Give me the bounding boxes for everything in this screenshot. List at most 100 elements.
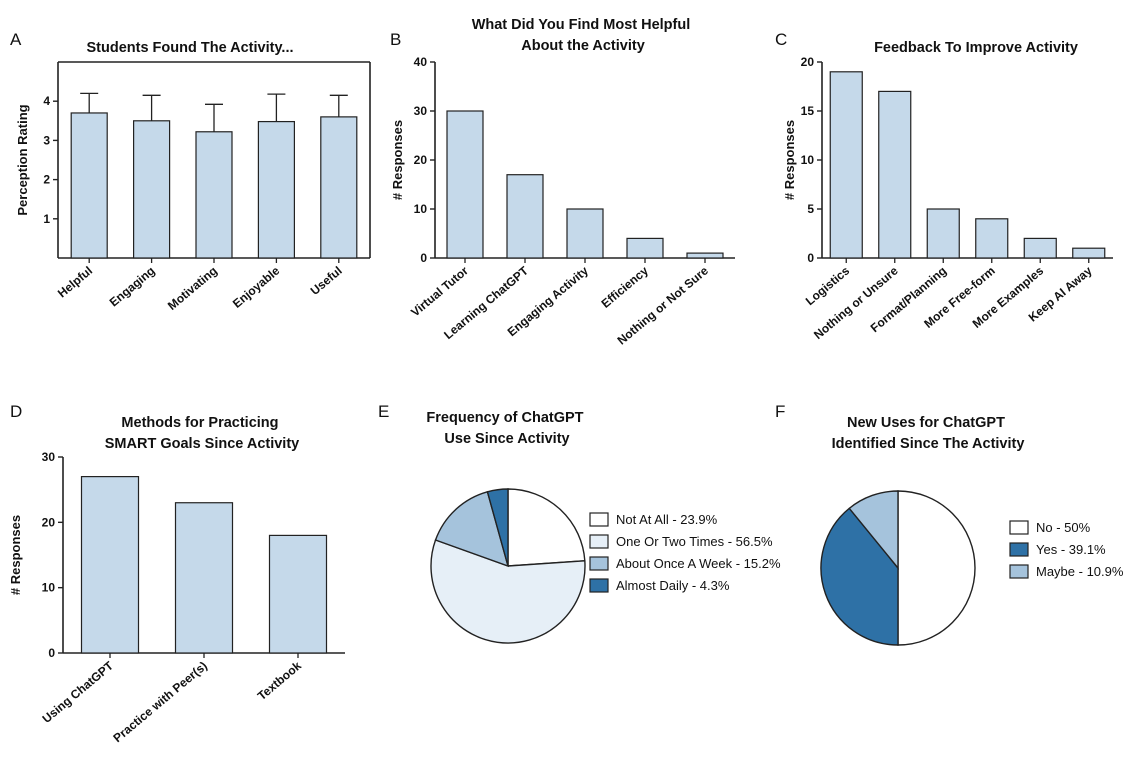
panel-b: B What Did You Find Most Helpful About t… (390, 17, 735, 348)
panel-f-legend-label: Yes - 39.1% (1036, 542, 1106, 557)
panel-a-category-label: Useful (308, 264, 345, 298)
panel-letter-e: E (378, 402, 389, 421)
panel-e-legend: Not At All - 23.9% One Or Two Times - 56.… (589, 512, 781, 593)
panel-d-title-line1: Methods for Practicing (121, 415, 278, 431)
panel-c: C Feedback To Improve Activity # Respons… (775, 30, 1113, 342)
panel-a-y-tick-label: 4 (43, 94, 50, 108)
panel-a-ylabel: Perception Rating (15, 104, 30, 215)
panel-f-pie (820, 490, 976, 646)
panel-c-bar (878, 90, 912, 259)
panel-c-bar (975, 218, 1009, 259)
panel-a-category-label: Motivating (165, 264, 220, 313)
panel-a-bar (320, 116, 358, 259)
panel-d-ylabel: # Responses (8, 515, 23, 595)
panel-c-ylabel: # Responses (782, 120, 797, 200)
panel-letter-d: D (10, 402, 22, 421)
panel-e-pie (430, 488, 586, 644)
panel-letter-b: B (390, 30, 401, 49)
panel-c-y-tick-label: 5 (807, 202, 814, 216)
panel-b-y-tick-label: 30 (414, 104, 428, 118)
panel-e-legend-label: About Once A Week - 15.2% (616, 556, 781, 571)
panel-f-legend-swatch (1009, 542, 1029, 557)
panel-d: D Methods for Practicing SMART Goals Sin… (8, 402, 345, 745)
panel-d-bar (80, 476, 140, 654)
panel-a-y-tick-label: 2 (43, 173, 50, 187)
panel-a-bar (70, 112, 108, 259)
panel-a-y-tick-label: 3 (43, 133, 50, 147)
panel-d-category-label: Textbook (255, 658, 304, 703)
panel-f-legend-label: Maybe - 10.9% (1036, 564, 1124, 579)
panel-b-category-label: Virtual Tutor (408, 263, 471, 319)
panel-d-y-tick-label: 30 (42, 450, 56, 464)
panel-letter-c: C (775, 30, 787, 49)
panel-a-bar (257, 120, 295, 259)
panel-b-bar (446, 110, 484, 259)
panel-b-y-tick-label: 10 (414, 202, 428, 216)
panel-e-pie-slice (486, 488, 509, 567)
panel-b-bar (566, 208, 604, 259)
panel-e-legend-label: Almost Daily - 4.3% (616, 578, 730, 593)
panel-a-bar (195, 131, 233, 259)
panel-c-bar (1023, 237, 1057, 259)
panel-d-title: Methods for Practicing SMART Goals Since… (105, 415, 299, 452)
panel-d-y-tick-label: 10 (42, 581, 56, 595)
panel-e-legend-swatch (589, 578, 609, 593)
panel-e-pie-slice (430, 539, 586, 644)
panel-letter-a: A (10, 30, 22, 49)
panel-a-category-label: Helpful (55, 264, 95, 301)
panel-b-category-label: Efficiency (598, 263, 651, 310)
panel-a-bar (133, 120, 171, 259)
panel-b-bar (686, 252, 724, 259)
panel-e-legend-label: Not At All - 23.9% (616, 512, 718, 527)
panel-c-y-tick-label: 10 (801, 153, 815, 167)
panel-f-legend-swatch (1009, 564, 1029, 579)
panel-f-legend-label: No - 50% (1036, 520, 1091, 535)
panel-f-pie-slice (820, 507, 899, 646)
panel-f-legend-swatch (1009, 520, 1029, 535)
panel-b-y-tick-label: 0 (420, 251, 427, 265)
panel-letter-f: F (775, 402, 785, 421)
panel-c-category-label: Nothing or Unsure (811, 263, 901, 342)
panel-e-title-line1: Frequency of ChatGPT (426, 410, 583, 426)
panel-a-y-tick-label: 1 (43, 212, 50, 226)
panel-f-legend: No - 50% Yes - 39.1% Maybe - 10.9% (1009, 520, 1124, 579)
panel-d-category-label: Using ChatGPT (40, 658, 117, 726)
panel-b-bar (506, 174, 544, 259)
panel-c-y-tick-label: 15 (801, 104, 815, 118)
panel-e-legend-label: One Or Two Times - 56.5% (616, 534, 773, 549)
panel-f-title: New Uses for ChatGPT Identified Since Th… (832, 415, 1025, 452)
panel-e-title-line2: Use Since Activity (444, 431, 569, 447)
panel-b-ylabel: # Responses (390, 120, 405, 200)
panel-e-pie-slice (507, 488, 586, 567)
panel-e-pie-slice (434, 490, 510, 568)
panel-f: F New Uses for ChatGPT Identified Since … (775, 402, 1124, 646)
panel-c-bar (829, 71, 863, 259)
panel-e-legend-swatch (589, 556, 609, 571)
panel-f-title-line1: New Uses for ChatGPT (847, 415, 1005, 431)
panel-a-category-label: Enjoyable (230, 263, 283, 310)
panel-f-pie-slice (897, 490, 976, 646)
panel-c-y-tick-label: 0 (807, 251, 814, 265)
panel-d-y-tick-label: 20 (42, 515, 56, 529)
panel-d-y-tick-label: 0 (48, 646, 55, 660)
panel-e-title: Frequency of ChatGPT Use Since Activity (426, 410, 587, 447)
panel-b-title-line1: What Did You Find Most Helpful (472, 17, 691, 33)
panel-c-category-label: Logistics (803, 263, 853, 308)
panel-b-title: What Did You Find Most Helpful About the… (472, 17, 695, 54)
panel-b-title-line2: About the Activity (521, 38, 645, 54)
panel-e: E Frequency of ChatGPT Use Since Activit… (378, 402, 781, 644)
panel-c-bar (926, 208, 960, 259)
panel-f-title-line2: Identified Since The Activity (832, 436, 1025, 452)
panel-f-pie-slice (848, 490, 899, 570)
panel-d-bar (174, 502, 234, 654)
panel-a-plot: 1 2 3 4 Helpful Engaging Motivating Enjoyable Us… (43, 61, 371, 313)
panel-e-legend-swatch (589, 534, 609, 549)
panel-e-legend-swatch (589, 512, 609, 527)
panel-d-bar (268, 534, 328, 654)
panel-b-y-tick-label: 20 (414, 153, 428, 167)
panel-d-category-label: Practice with Peer(s) (110, 659, 209, 746)
